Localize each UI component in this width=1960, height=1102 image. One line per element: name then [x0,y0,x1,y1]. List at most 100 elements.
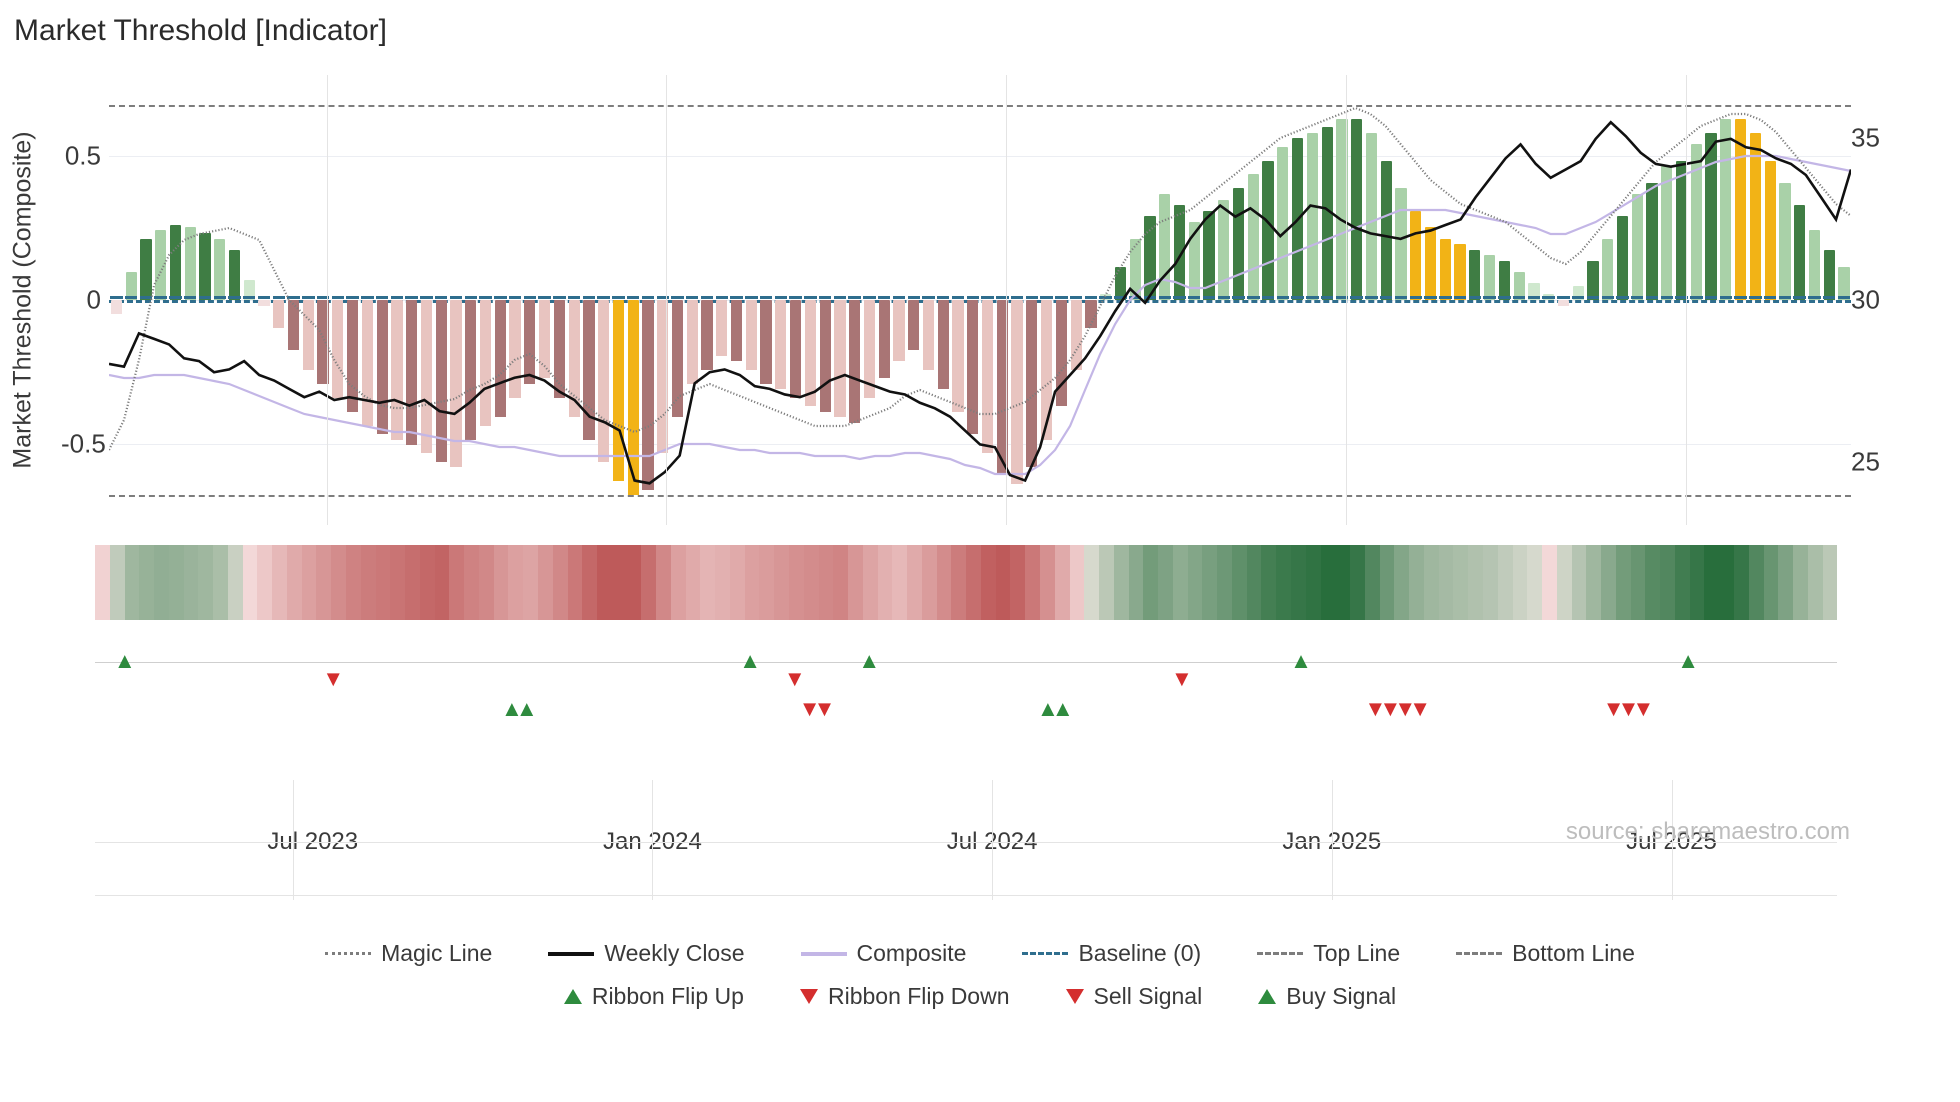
ribbon-segment [1645,545,1660,620]
ribbon-segment [774,545,789,620]
legend-item-composite: Composite [801,940,967,967]
ribbon-segment [523,545,538,620]
ribbon-segment [1129,545,1144,620]
ribbon-segment [1232,545,1247,620]
legend-item-sell-signal: Sell Signal [1066,983,1203,1010]
ribbon-segment [1173,545,1188,620]
ribbon-segment [346,545,361,620]
ribbon-segment [1719,545,1734,620]
ribbon-segment [125,545,140,620]
sell-signal-marker[interactable]: ▼ [814,698,836,720]
source-label: source: sharemaestro.com [1566,818,1850,846]
ribbon-segment [1704,545,1719,620]
ribbon-segment [1557,545,1572,620]
ribbon-segment [1070,545,1085,620]
xtick-gridline-3 [1006,75,1007,525]
ribbon-segment [184,545,199,620]
ribbon-flip-up-marker[interactable]: ▲ [1290,650,1312,672]
legend-item-magic-line: Magic Line [325,940,492,967]
ribbon-segment [1808,545,1823,620]
ribbon-segment [1823,545,1838,620]
ribbon-flip-up-marker[interactable]: ▲ [1677,650,1699,672]
ribbon-segment [656,545,671,620]
ribbon-flip-down-marker[interactable]: ▼ [784,668,806,690]
ribbon-segment [257,545,272,620]
buy-signal-marker[interactable]: ▲ [1052,698,1074,720]
bottom-vline-1 [293,780,294,900]
ytick-right-25: 25 [1851,447,1941,478]
ribbon-segment [1675,545,1690,620]
ribbon-segment [331,545,346,620]
ribbon-segment [789,545,804,620]
bottom-vline-4 [1332,780,1333,900]
xtick-gridline-1 [327,75,328,525]
ribbon-segment [302,545,317,620]
legend-item-baseline-0-: Baseline (0) [1022,940,1201,967]
ribbon-segment [1055,545,1070,620]
ribbon-segment [198,545,213,620]
buy-signal-marker[interactable]: ▲ [516,698,538,720]
ytick-left-neg-0-5: -0.5 [61,429,101,460]
ribbon-segment [1365,545,1380,620]
ribbon-segment [1586,545,1601,620]
ribbon-segment [1468,545,1483,620]
ribbon-segment [1143,545,1158,620]
ribbon-segment [1764,545,1779,620]
ribbon-segment [1601,545,1616,620]
ribbon-segment [376,545,391,620]
buy-sell-signal-row[interactable]: ▲ ▲ ▲ ▲ ▼ ▼ ▼ ▼ ▼ ▼ ▼ ▼ ▼ [95,698,1837,753]
ribbon-segment [1542,545,1557,620]
ribbon-flip-down-marker[interactable]: ▼ [1171,668,1193,690]
ribbon-segment [1321,545,1336,620]
ribbon-segment [686,545,701,620]
ribbon-flip-up-marker[interactable]: ▲ [858,650,880,672]
ribbon-segment [981,545,996,620]
ribbon-segment [1099,545,1114,620]
ribbon-segment [1217,545,1232,620]
ribbon-segment [1660,545,1675,620]
ribbon-segment [494,545,509,620]
ribbon-segment [213,545,228,620]
ribbon-segment [538,545,553,620]
ribbon-segment [287,545,302,620]
ribbon-segment [1483,545,1498,620]
legend-item-weekly-close: Weekly Close [548,940,744,967]
ribbon-segment [449,545,464,620]
ribbon-segment [1734,545,1749,620]
ribbon-segment [1527,545,1542,620]
ribbon-flip-up-marker[interactable]: ▲ [114,650,136,672]
ribbon-segment [1040,545,1055,620]
ribbon-segment [730,545,745,620]
ribbon-segment [759,545,774,620]
ribbon-segment [169,545,184,620]
legend-row-lines: Magic Line Weekly Close Composite Baseline … [325,940,1635,967]
ribbon-segment [1616,545,1631,620]
ribbon-segment [1749,545,1764,620]
ribbon-segment [996,545,1011,620]
ribbon-segment [715,545,730,620]
bottom-gridline-2 [95,895,1837,896]
ribbon-segment [1424,545,1439,620]
ribbon-segment [641,545,656,620]
ribbon-segment [1291,545,1306,620]
legend-item-ribbon-flip-up: Ribbon Flip Up [564,983,744,1010]
ribbon-segment [951,545,966,620]
ribbon-flip-signal-row[interactable]: ▲ ▲ ▲ ▲ ▲ ▼ ▼ ▼ [95,650,1837,690]
ribbon-segment [553,545,568,620]
ribbon-segment [1631,545,1646,620]
ribbon-flip-down-marker[interactable]: ▼ [322,668,344,690]
ribbon-segment [361,545,376,620]
ribbon-segment [1350,545,1365,620]
xtick-gridline-4 [1346,75,1347,525]
ribbon-segment [922,545,937,620]
ribbon-segment [1690,545,1705,620]
ribbon-segment [390,545,405,620]
ribbon-flip-up-marker[interactable]: ▲ [739,650,761,672]
ribbon-segment [1158,545,1173,620]
ribbon-segment [1335,545,1350,620]
ribbon-segment [1202,545,1217,620]
ribbon-segment [1247,545,1262,620]
ribbon-segment [316,545,331,620]
sell-signal-marker[interactable]: ▼ [1633,698,1655,720]
sell-signal-marker[interactable]: ▼ [1409,698,1431,720]
